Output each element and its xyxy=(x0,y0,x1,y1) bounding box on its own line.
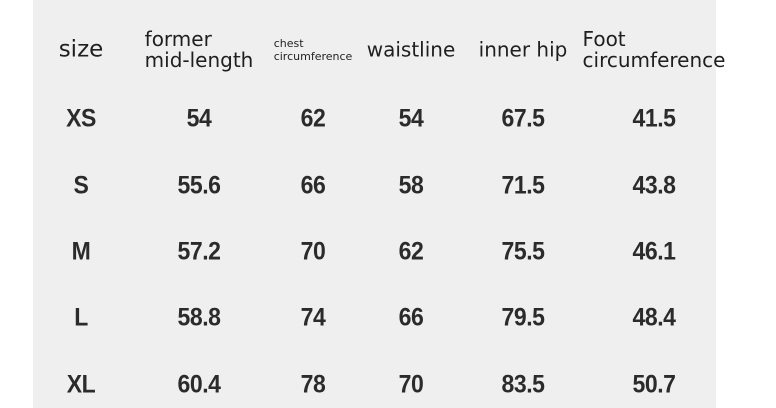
cell-chest-circumference: 70 xyxy=(300,237,326,266)
cell-chest-circumference: 66 xyxy=(300,171,326,200)
cell-inner-hip: 75.5 xyxy=(501,237,545,266)
cell-foot-circumference: 48.4 xyxy=(632,303,676,332)
cell-chest-circumference: 78 xyxy=(300,370,326,399)
size-chart-panel xyxy=(33,0,716,408)
size-label: XS xyxy=(66,104,96,133)
cell-former-mid-length: 60.4 xyxy=(177,370,221,399)
cell-chest-circumference: 62 xyxy=(300,104,326,133)
cell-foot-circumference: 46.1 xyxy=(632,237,676,266)
cell-inner-hip: 79.5 xyxy=(501,303,545,332)
header-size: size xyxy=(58,36,104,63)
header-chest-circumference: chest circumference xyxy=(273,37,353,63)
size-label: L xyxy=(74,303,88,332)
cell-foot-circumference: 43.8 xyxy=(632,171,676,200)
cell-waistline: 54 xyxy=(398,104,424,133)
cell-former-mid-length: 55.6 xyxy=(177,171,221,200)
cell-former-mid-length: 54 xyxy=(186,104,212,133)
cell-foot-circumference: 50.7 xyxy=(632,370,676,399)
cell-waistline: 70 xyxy=(398,370,424,399)
size-label: S xyxy=(73,171,89,200)
cell-inner-hip: 71.5 xyxy=(501,171,545,200)
size-label: M xyxy=(71,237,91,266)
cell-waistline: 58 xyxy=(398,171,424,200)
cell-former-mid-length: 58.8 xyxy=(177,303,221,332)
cell-foot-circumference: 41.5 xyxy=(632,104,676,133)
cell-waistline: 66 xyxy=(398,303,424,332)
header-former-mid-length: former mid-length xyxy=(144,27,254,72)
cell-former-mid-length: 57.2 xyxy=(177,237,221,266)
header-waistline: waistline xyxy=(366,37,456,62)
cell-waistline: 62 xyxy=(398,237,424,266)
cell-inner-hip: 83.5 xyxy=(501,370,545,399)
header-foot-circumference: Foot circumference xyxy=(582,27,726,72)
cell-chest-circumference: 74 xyxy=(300,303,326,332)
header-inner-hip: inner hip xyxy=(478,37,568,62)
size-label: XL xyxy=(66,370,96,399)
cell-inner-hip: 67.5 xyxy=(501,104,545,133)
